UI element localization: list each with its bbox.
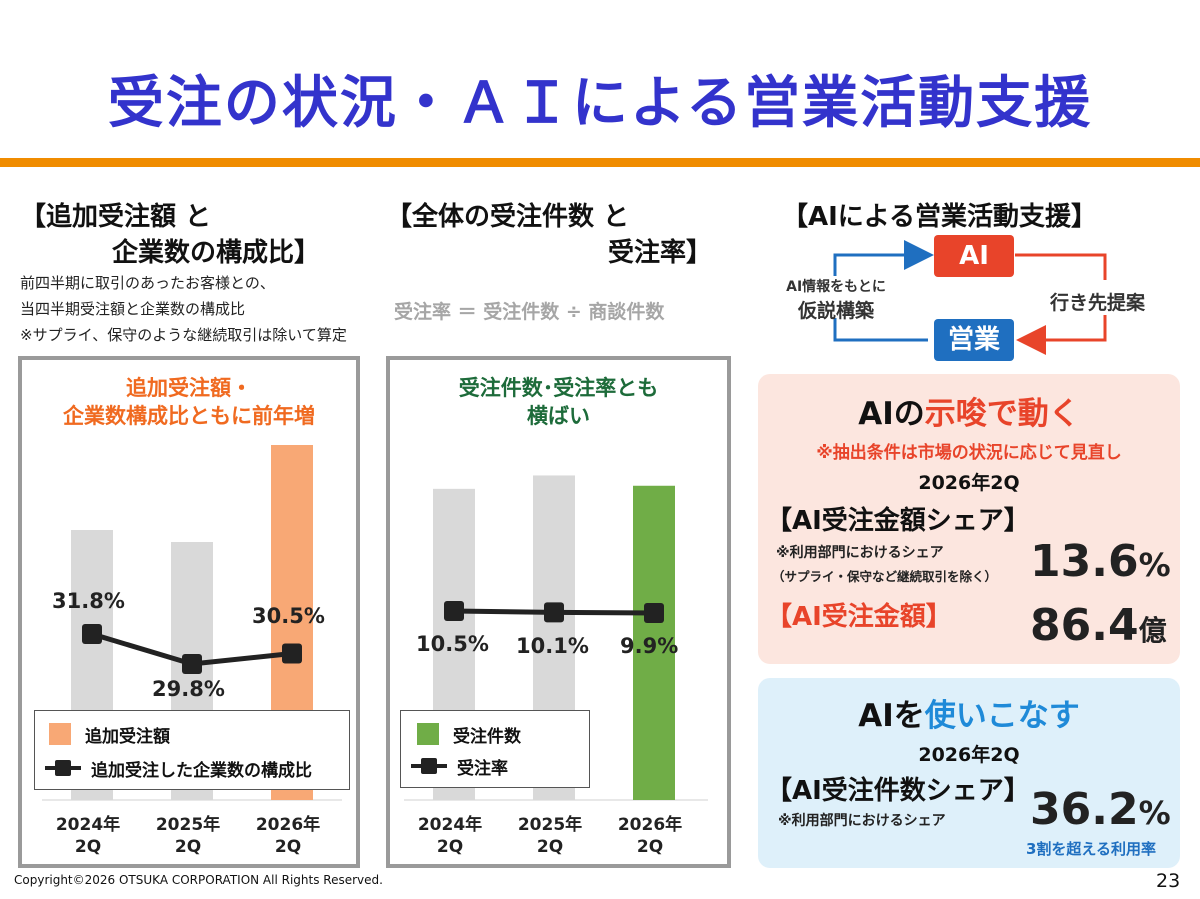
card1-share-unit: % [1138, 546, 1171, 584]
card1-title: AIの示唆で動く [758, 388, 1180, 433]
middle-legend-bar: 受注件数 [417, 719, 521, 749]
middle-formula: 受注率 ＝ 受注件数 ÷ 商談件数 [394, 301, 665, 323]
card1-amount-value: 86.4億 [1030, 600, 1167, 651]
middle-panel-headline-1: 受注件数･受注率とも [458, 376, 659, 400]
card1-share-number: 13.6 [1030, 536, 1139, 587]
middle-panel-headline: 受注件数･受注率とも 横ばい [390, 374, 727, 430]
ai-box: AI [934, 235, 1014, 277]
left-value-label-3: 30.5% [252, 604, 325, 628]
flow-left-label-1: AI情報をもとに [786, 279, 886, 295]
card2-title-b: 使いこなす [924, 698, 1080, 734]
card1-period: 2026年2Q [918, 472, 1020, 494]
card2-title: AIを使いこなす [758, 690, 1180, 735]
middle-line-marker-1 [444, 601, 464, 621]
left-xlabel-2: 2025年 2Q [155, 815, 221, 857]
legend-swatch-green [417, 723, 439, 745]
left-legend-bar-label: 追加受注額 [85, 726, 170, 747]
right-heading: 【AIによる営業活動支援】 [782, 202, 1098, 232]
left-line-marker-3 [282, 643, 302, 664]
middle-xlabel-1: 2024年 2Q [417, 815, 483, 857]
left-xlabel-3: 2026年 2Q [255, 815, 321, 857]
middle-value-label-2: 10.1% [516, 634, 589, 658]
legend-line-marker [45, 760, 81, 776]
card2-period: 2026年2Q [918, 744, 1020, 766]
flow-arrow-from-sales [833, 318, 928, 342]
card1-amount-number: 86.4 [1030, 600, 1139, 651]
card2-title-a: AIを [858, 698, 925, 734]
left-panel-headline-2: 企業数構成比ともに前年増 [63, 404, 315, 428]
ai-flow-arrows [833, 240, 1107, 355]
card1-share-note-2: （サプライ・保守など継続取引を除く） [772, 569, 998, 584]
card1-title-a: AIの [858, 396, 925, 432]
ai-suggestion-card: AIの示唆で動く ※抽出条件は市場の状況に応じて見直し 2026年2Q 【AI受… [758, 374, 1180, 664]
card1-amount-unit: 億 [1138, 614, 1167, 647]
middle-chart-panel: 受注件数･受注率とも 横ばい 受注件数 受注率 [386, 356, 731, 868]
card1-share-note-1: ※利用部門におけるシェア [776, 545, 944, 561]
middle-heading-line1: 【全体の受注件数 と [386, 202, 630, 232]
flow-arrow-to-ai [833, 240, 934, 276]
left-panel-headline-1: 追加受注額・ [126, 376, 252, 400]
left-notes: 前四半期に取引のあったお客様との、 当四半期受注額と企業数の構成比 ※サプライ、… [20, 270, 347, 348]
middle-legend: 受注件数 受注率 [400, 710, 590, 788]
left-line-marker-2 [182, 654, 202, 674]
left-chart-panel: 追加受注額・ 企業数構成比ともに前年増 追加受注額 追加受注した企業数の構成比 [18, 356, 360, 868]
card2-share-note: ※利用部門におけるシェア [778, 813, 946, 829]
middle-xlabel-2: 2025年 2Q [517, 815, 583, 857]
legend-line-marker [411, 758, 447, 774]
middle-xlabel-3: 2026年 2Q [617, 815, 683, 857]
card1-share-label: 【AI受注金額シェア】 [766, 506, 1030, 536]
left-line-marker-1 [82, 624, 102, 644]
middle-chart [404, 475, 708, 801]
middle-value-label-3: 9.9% [620, 634, 679, 658]
left-legend-line-label: 追加受注した企業数の構成比 [91, 760, 312, 781]
middle-value-label-1: 10.5% [416, 632, 489, 656]
left-legend-line: 追加受注した企業数の構成比 [43, 753, 312, 783]
left-note-2: 当四半期受注額と企業数の構成比 [20, 300, 246, 318]
left-heading-line2: 企業数の構成比】 [112, 238, 321, 268]
left-legend: 追加受注額 追加受注した企業数の構成比 [34, 710, 350, 790]
left-heading-line1: 【追加受注額 と [20, 202, 212, 232]
title-underline [0, 158, 1200, 167]
copyright: Copyright©2026 OTSUKA CORPORATION All Ri… [14, 873, 383, 887]
left-xlabel-1: 2024年 2Q [55, 815, 121, 857]
flow-arrow-to-sales [1016, 310, 1107, 355]
card1-amount-label: 【AI受注金額】 [766, 602, 952, 632]
flow-left-label-2: 仮説構築 [797, 300, 874, 322]
left-value-label-1: 31.8% [52, 589, 125, 613]
card2-share-label: 【AI受注件数シェア】 [766, 776, 1030, 806]
middle-legend-line: 受注率 [409, 751, 508, 781]
middle-line-marker-3 [644, 603, 664, 623]
left-panel-headline: 追加受注額・ 企業数構成比ともに前年増 [22, 374, 356, 430]
legend-swatch-orange [49, 723, 71, 745]
flow-arrow-from-ai [1015, 253, 1107, 280]
middle-heading-line2: 受注率】 [608, 238, 713, 268]
sales-box: 営業 [934, 319, 1014, 361]
card2-footnote: 3割を超える利用率 [1026, 840, 1156, 858]
middle-legend-bar-label: 受注件数 [453, 726, 521, 747]
card2-share-value: 36.2% [1030, 784, 1171, 835]
card1-note: ※抽出条件は市場の状況に応じて見直し [816, 443, 1122, 463]
middle-legend-line-label: 受注率 [457, 758, 508, 779]
flow-right-label: 行き先提案 [1048, 288, 1148, 315]
card2-share-number: 36.2 [1030, 784, 1139, 835]
middle-panel-headline-2: 横ばい [527, 404, 590, 428]
middle-line-marker-2 [544, 602, 564, 623]
flow-left-label: AI情報をもとに 仮説構築 [776, 276, 896, 323]
card1-share-value: 13.6% [1030, 536, 1171, 587]
page-title: 受注の状況・ＡＩによる営業活動支援 [107, 71, 1093, 136]
card2-share-unit: % [1138, 794, 1171, 832]
left-note-3: ※サプライ、保守のような継続取引は除いて算定 [20, 326, 347, 344]
page-number: 23 [1156, 870, 1181, 892]
ai-usage-card: AIを使いこなす 2026年2Q 【AI受注件数シェア】 ※利用部門におけるシェ… [758, 678, 1180, 868]
left-value-label-2: 29.8% [152, 677, 225, 701]
card1-title-b: 示唆で動く [924, 396, 1080, 432]
left-legend-bar: 追加受注額 [49, 719, 170, 749]
middle-bar-3 [633, 485, 675, 800]
left-note-1: 前四半期に取引のあったお客様との、 [20, 274, 275, 292]
